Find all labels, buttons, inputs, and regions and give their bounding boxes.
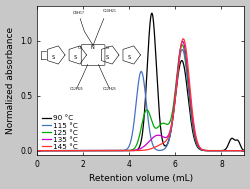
145 °C	[72, 149, 74, 152]
115 °C	[72, 149, 74, 152]
145 °C	[239, 149, 242, 152]
145 °C	[182, 38, 185, 40]
115 °C	[115, 149, 118, 152]
135 °C	[239, 149, 242, 152]
115 °C	[243, 149, 246, 152]
Line: 145 °C: 145 °C	[37, 39, 244, 151]
Line: 125 °C: 125 °C	[37, 45, 244, 151]
Y-axis label: Normalized absorbance: Normalized absorbance	[6, 27, 15, 134]
145 °C	[59, 149, 62, 152]
125 °C	[59, 149, 62, 152]
90 °C	[72, 149, 74, 152]
145 °C	[124, 149, 127, 152]
90 °C	[243, 149, 246, 152]
Line: 115 °C: 115 °C	[37, 50, 244, 151]
125 °C	[216, 149, 220, 152]
90 °C	[36, 149, 38, 152]
135 °C	[243, 149, 246, 152]
Line: 90 °C: 90 °C	[37, 13, 244, 151]
115 °C	[216, 149, 220, 152]
90 °C	[124, 149, 127, 152]
125 °C	[243, 149, 246, 152]
135 °C	[36, 149, 38, 152]
135 °C	[124, 149, 127, 152]
90 °C	[216, 149, 220, 152]
115 °C	[239, 149, 242, 152]
145 °C	[243, 149, 246, 152]
125 °C	[115, 149, 118, 152]
145 °C	[36, 149, 38, 152]
125 °C	[36, 149, 38, 152]
90 °C	[59, 149, 62, 152]
Legend: 90 °C, 115 °C, 125 °C, 135 °C, 145 °C: 90 °C, 115 °C, 125 °C, 135 °C, 145 °C	[41, 114, 79, 151]
115 °C	[36, 149, 38, 152]
90 °C	[239, 144, 242, 146]
125 °C	[239, 149, 242, 152]
125 °C	[181, 44, 184, 46]
135 °C	[216, 149, 220, 152]
115 °C	[59, 149, 62, 152]
135 °C	[72, 149, 74, 152]
90 °C	[115, 149, 118, 152]
125 °C	[124, 149, 127, 152]
135 °C	[115, 149, 118, 152]
X-axis label: Retention volume (mL): Retention volume (mL)	[89, 174, 193, 184]
90 °C	[150, 12, 153, 14]
Line: 135 °C: 135 °C	[37, 42, 244, 151]
145 °C	[115, 149, 118, 152]
135 °C	[181, 40, 184, 43]
145 °C	[216, 149, 220, 152]
115 °C	[181, 48, 184, 51]
115 °C	[124, 149, 127, 151]
135 °C	[59, 149, 62, 152]
125 °C	[72, 149, 74, 152]
